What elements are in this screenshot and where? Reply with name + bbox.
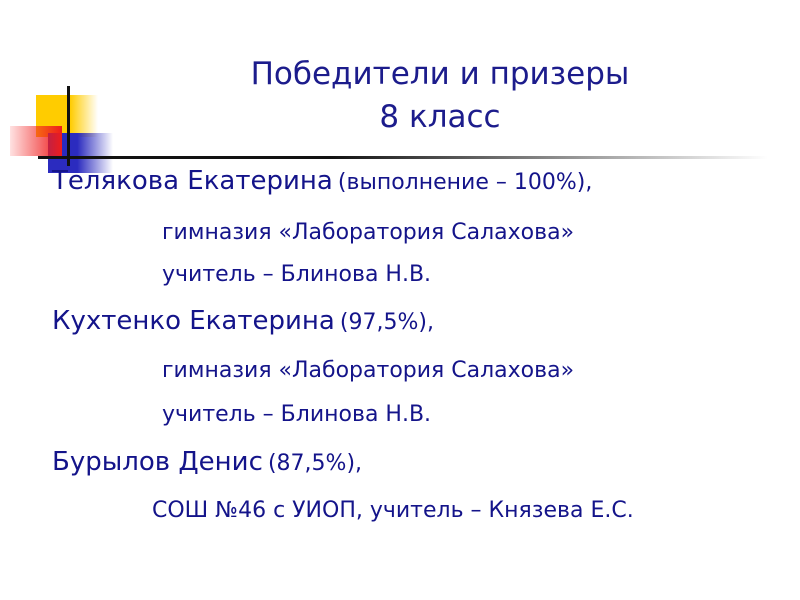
entry-1-school: гимназия «Лаборатория Салахова» xyxy=(162,220,575,245)
entry-2-school: гимназия «Лаборатория Салахова» xyxy=(162,358,575,383)
decor-vertical-line xyxy=(67,86,70,166)
slide-title-line2: 8 класс xyxy=(379,99,501,135)
entry-2-teacher: учитель – Блинова Н.В. xyxy=(162,402,432,427)
entry-name: Кухтенко Екатерина xyxy=(52,306,335,336)
entry-name: Телякова Екатерина xyxy=(52,166,333,196)
decor-horizontal-line xyxy=(38,156,768,159)
entry-1-heading: Телякова Екатерина (выполнение – 100%), xyxy=(52,166,592,196)
entry-3-heading: Бурылов Денис (87,5%), xyxy=(52,447,362,477)
entry-result: (87,5%), xyxy=(267,451,363,476)
entry-2-heading: Кухтенко Екатерина (97,5%), xyxy=(52,306,434,336)
entry-result: (выполнение – 100%), xyxy=(337,170,593,195)
entry-result: (97,5%), xyxy=(339,310,434,335)
slide-title-line1: Победители и призеры xyxy=(250,56,630,92)
decor-red-square xyxy=(10,126,62,156)
entry-1-teacher: учитель – Блинова Н.В. xyxy=(162,262,432,287)
entry-name: Бурылов Денис xyxy=(52,447,263,477)
entry-3-school-teacher: СОШ №46 с УИОП, учитель – Князева Е.С. xyxy=(152,498,634,523)
